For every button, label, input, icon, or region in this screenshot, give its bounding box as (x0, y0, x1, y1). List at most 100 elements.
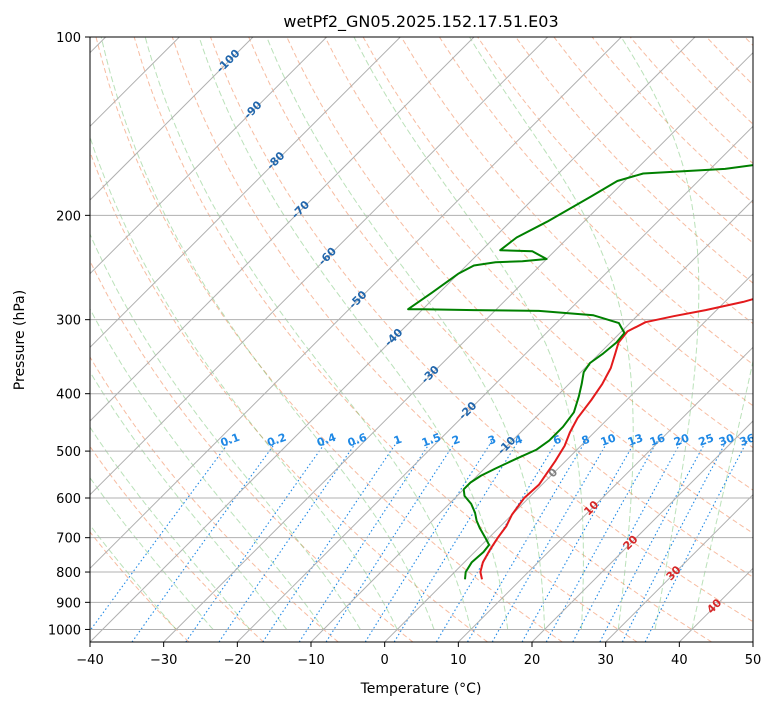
y-tick-label: 600 (56, 492, 81, 507)
grid-lines (90, 37, 753, 642)
mixing-ratio-label: 16 (648, 431, 667, 449)
x-tick-label: 10 (450, 653, 467, 668)
dry-adiabat (90, 150, 488, 642)
y-tick-label: 900 (56, 596, 81, 611)
moist-adiabat (90, 370, 288, 630)
isotherm-grid-line (163, 51, 753, 642)
mixing-ratio-label: 0.6 (346, 431, 369, 450)
mixing-ratio-line (491, 440, 609, 642)
isotherm-grid-line (90, 37, 328, 275)
x-axis: −40 −30 −20 −10 0 10 20 30 40 50 (76, 642, 761, 668)
dry-adiabat (133, 37, 638, 642)
mixing-ratio-label: 25 (697, 431, 716, 448)
mixing-ratio-line (572, 440, 683, 642)
x-tick-label: 20 (524, 653, 541, 668)
x-tick-label: 40 (671, 653, 688, 668)
isotherm-grid-line (605, 493, 753, 642)
x-tick-label: −20 (224, 653, 251, 668)
profile-series (407, 164, 753, 580)
y-tick-label: 100 (56, 31, 81, 46)
mixing-ratio-label: 1.5 (420, 431, 443, 450)
y-tick-label: 500 (56, 445, 81, 460)
isotherm-grid-line (90, 37, 549, 496)
x-tick-label: 0 (381, 653, 389, 668)
mixing-ratio-line (467, 440, 587, 642)
moist-adiabat (691, 358, 753, 630)
isotherm-grid-line (310, 199, 753, 642)
mixing-ratio-label: 0.4 (315, 431, 338, 450)
mixing-ratio-label: 10 (599, 431, 618, 449)
dry-adiabat (210, 37, 753, 623)
mixing-ratio-line (435, 440, 558, 642)
dry-adiabat (400, 37, 753, 407)
isotherm-grid-line (384, 272, 753, 642)
isotherm-grid-line (90, 37, 475, 422)
profile-line (407, 164, 753, 580)
moist-adiabat (90, 232, 361, 630)
mixing-ratio-line (298, 440, 432, 642)
mixing-ratio-line (364, 440, 493, 642)
y-tick-label: 700 (56, 532, 81, 547)
mixing-ratio-label: 20 (672, 431, 691, 449)
mixing-ratio-label: 8 (580, 433, 592, 448)
mixing-ratio-line (644, 440, 748, 642)
mixing-ratio-label: 1 (392, 433, 404, 448)
x-tick-label: −10 (297, 653, 324, 668)
dry-adiabat (171, 37, 712, 642)
mixing-ratio-line (262, 440, 399, 642)
x-tick-label: −30 (150, 653, 177, 668)
isotherm-grid-line (90, 37, 696, 642)
dry-adiabat (438, 37, 753, 366)
moist-adiabat (90, 524, 177, 630)
mixing-ratio-label: 13 (626, 431, 645, 448)
moist-adiabat (469, 37, 634, 630)
mixing-ratio-label: 6 (551, 433, 563, 448)
x-tick-label: 50 (745, 653, 762, 668)
profile-line (479, 298, 753, 580)
mixing-ratio-label: 30 (717, 431, 736, 449)
x-tick-label: 30 (597, 653, 614, 668)
mixing-ratio-label: 36 (738, 431, 757, 449)
moist-adiabat (266, 37, 546, 630)
mixing-ratio-line (521, 440, 637, 642)
dry-adiabat (90, 445, 264, 642)
isotherm-grid-line (90, 37, 622, 570)
moist-adiabat (100, 37, 435, 630)
isotherm-grid-line (236, 125, 753, 642)
dry-adiabat (90, 531, 190, 642)
dry-adiabat (90, 356, 339, 642)
mixing-ratio-line (131, 440, 278, 642)
mixing-ratio-label: 0.2 (265, 431, 288, 450)
mixing-ratio-line (325, 440, 457, 642)
mixing-ratio-label: 4 (513, 433, 525, 448)
isotherm-grid-line (531, 420, 753, 642)
plot-frame (89, 36, 754, 643)
mixing-ratio-label: 0.1 (219, 431, 242, 450)
mixing-ratio-label: 2 (450, 433, 462, 448)
isotherm-grid-line (90, 37, 401, 349)
moist-adiabat (353, 37, 584, 630)
y-axis-title: Pressure (hPa) (12, 290, 28, 390)
moist-adiabat (620, 37, 700, 630)
isotherm-grid-line (90, 37, 254, 201)
mixing-ratio-line (90, 440, 231, 632)
y-axis: 100 200 300 400 500 600 700 800 900 1000 (48, 31, 90, 638)
y-tick-label: 1000 (48, 623, 81, 638)
x-axis-title: Temperature (°C) (360, 681, 482, 697)
dry-adiabat (324, 37, 753, 491)
mixing-ratio-line (185, 440, 328, 642)
moist-adiabat (90, 426, 251, 630)
y-tick-label: 200 (56, 209, 81, 224)
mixing-ratio-labels: 0.1 0.2 0.4 0.6 1 1.5 2 3 4 6 8 10 13 16 20 25 30 36 (219, 431, 757, 450)
moist-adiabat (90, 476, 214, 630)
dry-adiabat (248, 37, 753, 578)
mixing-ratio-line (545, 440, 659, 642)
dry-adiabat (95, 37, 563, 642)
background-guide-lines (90, 37, 753, 642)
moist-adiabat (198, 37, 509, 630)
y-tick-label: 400 (56, 388, 81, 403)
y-tick-label: 300 (56, 314, 81, 329)
y-tick-label: 800 (56, 566, 81, 581)
